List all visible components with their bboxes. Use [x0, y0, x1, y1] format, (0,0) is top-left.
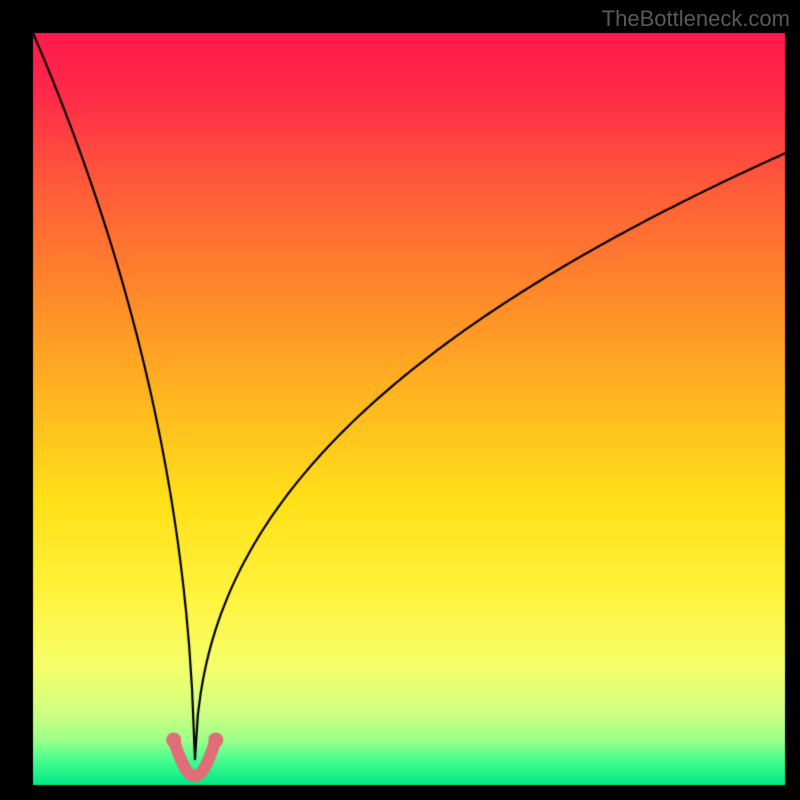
chart-stage: TheBottleneck.com — [0, 0, 800, 800]
bottleneck-curve — [0, 0, 800, 800]
watermark-text: TheBottleneck.com — [602, 6, 790, 32]
